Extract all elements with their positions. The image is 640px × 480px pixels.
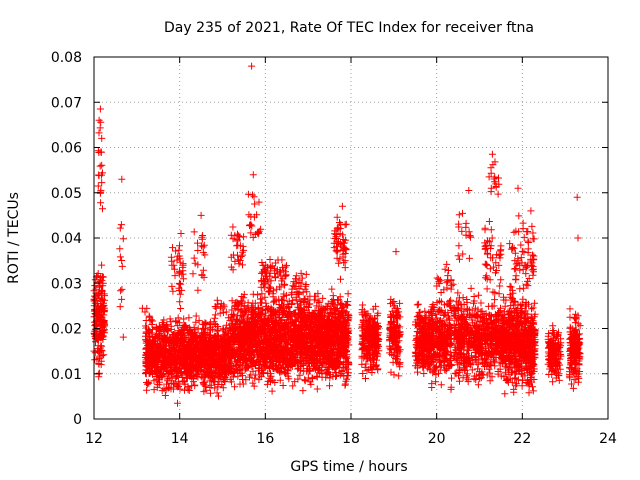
- y-tick-label: 0.01: [51, 367, 82, 383]
- roti-plus-markers: [90, 62, 584, 407]
- x-tick-label: 14: [171, 431, 189, 447]
- x-axis-label: GPS time / hours: [290, 459, 407, 475]
- y-tick-label: 0.06: [51, 141, 82, 157]
- y-tick-label: 0: [73, 412, 82, 428]
- y-axis-label: ROTI / TECUs: [6, 192, 22, 284]
- x-tick-labels: 12 14 16 18 20 22 24: [85, 431, 617, 447]
- y-tick-label: 0.05: [51, 186, 82, 202]
- y-tick-label: 0.02: [51, 322, 82, 338]
- y-tick-labels: 0 0.01 0.02 0.03 0.04 0.05 0.06 0.07 0.08: [51, 50, 82, 428]
- axis-ticks: [93, 56, 609, 420]
- x-tick-label: 18: [342, 431, 360, 447]
- y-tick-label: 0.04: [51, 231, 82, 247]
- y-tick-label: 0.07: [51, 95, 82, 111]
- y-tick-label: 0.03: [51, 276, 82, 292]
- x-tick-label: 16: [256, 431, 274, 447]
- x-tick-label: 20: [428, 431, 446, 447]
- x-tick-label: 22: [513, 431, 531, 447]
- chart-title: Day 235 of 2021, Rate Of TEC Index for r…: [164, 20, 534, 36]
- x-tick-label: 12: [85, 431, 103, 447]
- data-points: [90, 62, 584, 407]
- y-tick-label: 0.08: [51, 50, 82, 66]
- x-tick-label: 24: [599, 431, 617, 447]
